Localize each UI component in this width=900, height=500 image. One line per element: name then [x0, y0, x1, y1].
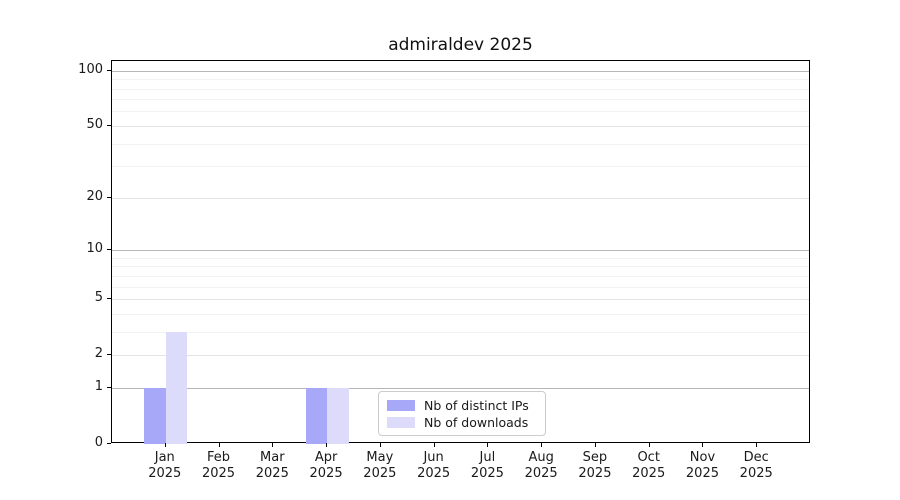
bar-nb-of-downloads-jan — [165, 331, 188, 444]
x-tick-oct — [648, 443, 650, 447]
y-tick-1 — [107, 386, 111, 388]
y-tick-0 — [107, 443, 111, 444]
y-tick-5 — [107, 298, 111, 300]
gridline-20 — [112, 197, 809, 199]
bar-nb-of-distinct-ips-apr — [305, 387, 328, 444]
x-tick-label-feb: Feb 2025 — [201, 450, 236, 481]
y-tick-20 — [107, 196, 111, 198]
bar-nb-of-downloads-apr — [327, 387, 349, 444]
x-tick-aug — [541, 443, 543, 447]
y-tick-10 — [107, 249, 111, 251]
gridline-60 — [112, 111, 809, 113]
x-tick-mar — [272, 443, 274, 447]
y-tick-label-20: 20 — [86, 188, 103, 204]
gridline-3 — [112, 331, 809, 333]
x-tick-may — [379, 443, 381, 447]
gridline-9 — [112, 257, 809, 259]
y-tick-label-0: 0 — [94, 435, 103, 450]
gridline-8 — [112, 266, 809, 268]
legend-label-nb-of-distinct-ips: Nb of distinct IPs — [424, 397, 529, 413]
x-tick-feb — [218, 443, 220, 447]
legend: Nb of distinct IPs Nb of downloads — [378, 391, 546, 436]
gridline-5 — [112, 299, 809, 301]
x-tick-label-dec: Dec 2025 — [739, 450, 773, 481]
legend-swatch-nb-of-distinct-ips — [387, 400, 415, 411]
y-tick-2 — [107, 354, 111, 356]
x-tick-nov — [702, 443, 704, 447]
gridline-100 — [112, 70, 809, 72]
gridline-1 — [112, 387, 809, 389]
x-tick-jun — [433, 443, 435, 447]
gridline-2 — [112, 355, 809, 357]
gridline-50 — [112, 125, 809, 127]
y-tick-50 — [107, 124, 111, 126]
y-tick-label-100: 100 — [78, 61, 103, 77]
x-tick-label-may: May 2025 — [363, 450, 397, 481]
x-tick-jul — [487, 443, 489, 447]
x-tick-jan — [164, 443, 166, 447]
x-tick-apr — [326, 443, 328, 447]
gridline-40 — [112, 143, 809, 145]
x-tick-label-oct: Oct 2025 — [632, 450, 666, 481]
x-tick-label-nov: Nov 2025 — [685, 450, 719, 481]
gridline-10 — [112, 250, 809, 252]
x-tick-dec — [756, 443, 758, 447]
gridline-70 — [112, 99, 809, 101]
y-tick-label-2: 2 — [94, 346, 103, 362]
gridline-6 — [112, 286, 809, 288]
gridline-7 — [112, 275, 809, 277]
x-tick-label-jan: Jan 2025 — [148, 450, 182, 481]
x-tick-label-jul: Jul 2025 — [470, 450, 504, 481]
bar-nb-of-distinct-ips-jan — [144, 387, 166, 444]
y-tick-label-10: 10 — [86, 241, 103, 257]
legend-row-nb-of-downloads: Nb of downloads — [387, 415, 537, 431]
x-tick-label-sep: Sep 2025 — [578, 450, 612, 481]
chart-title: admiraldev 2025 — [388, 35, 533, 55]
x-tick-label-mar: Mar 2025 — [255, 450, 289, 481]
gridline-80 — [112, 88, 809, 90]
gridline-30 — [112, 166, 809, 168]
plot-area — [111, 60, 810, 444]
y-tick-label-5: 5 — [94, 290, 103, 306]
y-tick-100 — [107, 69, 111, 71]
gridline-90 — [112, 79, 809, 81]
x-tick-label-aug: Aug 2025 — [524, 450, 558, 481]
x-tick-label-apr: Apr 2025 — [309, 450, 343, 481]
gridline-4 — [112, 313, 809, 315]
y-tick-label-50: 50 — [86, 116, 103, 132]
x-tick-sep — [594, 443, 596, 447]
y-tick-label-1: 1 — [94, 378, 103, 394]
legend-label-nb-of-downloads: Nb of downloads — [424, 414, 529, 430]
x-tick-label-jun: Jun 2025 — [417, 450, 451, 481]
legend-swatch-nb-of-downloads — [387, 417, 415, 428]
legend-row-nb-of-distinct-ips: Nb of distinct IPs — [387, 398, 537, 414]
